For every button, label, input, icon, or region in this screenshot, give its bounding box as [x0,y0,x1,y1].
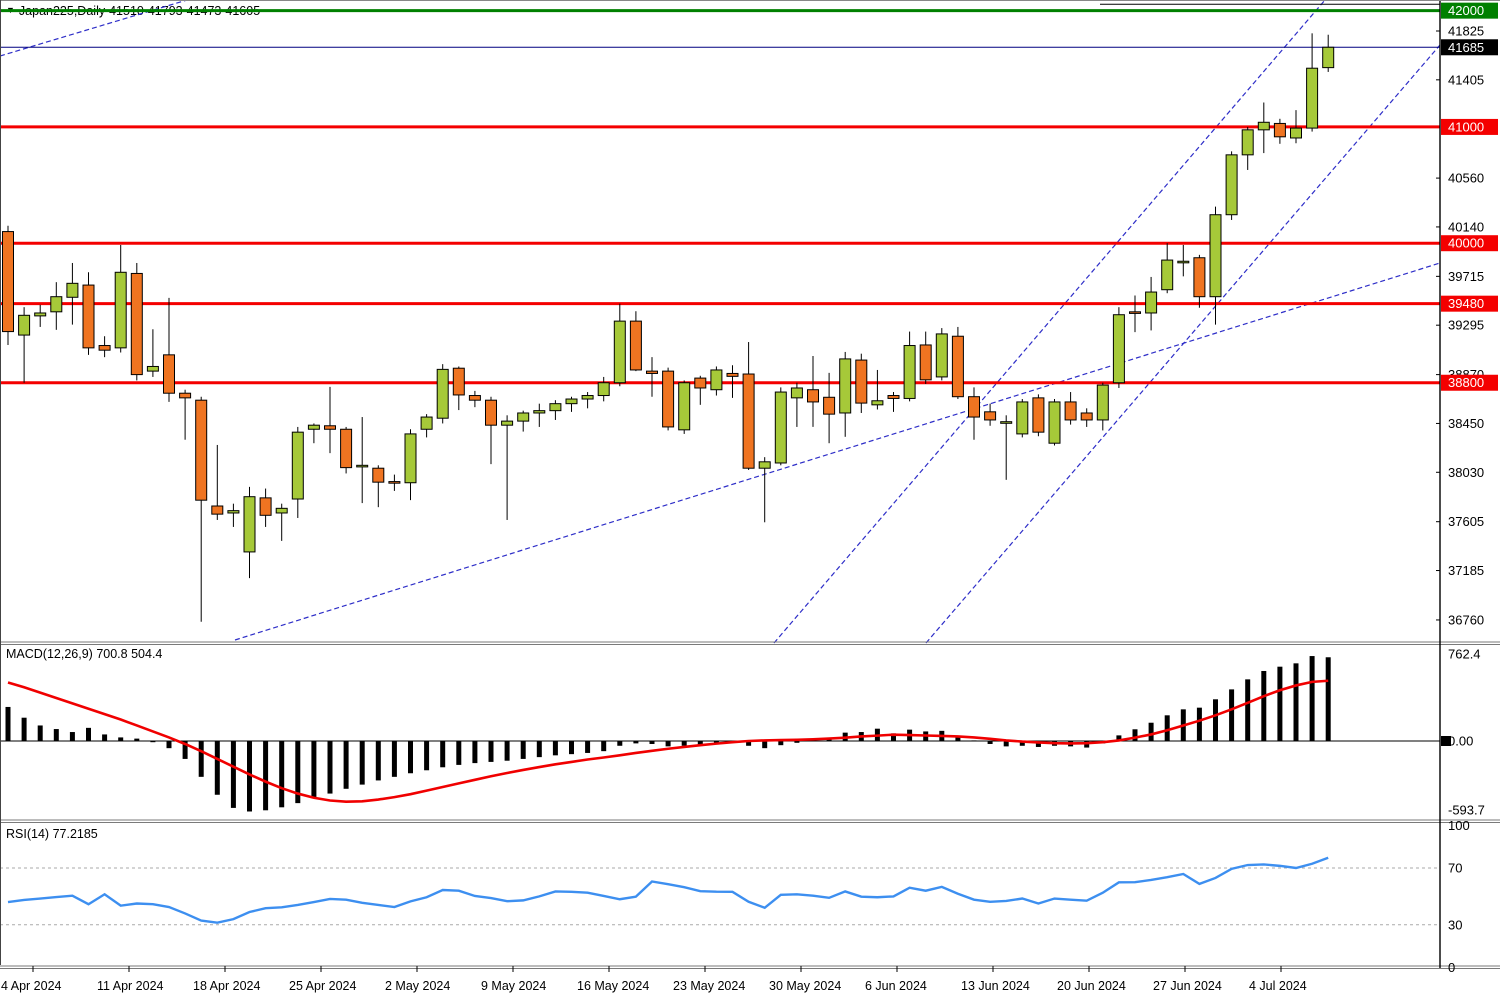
svg-text:41405: 41405 [1448,72,1484,87]
horizontal-levels[interactable] [0,3,1440,385]
date-tick-label: 30 May 2024 [769,979,841,993]
date-tick-label: 23 May 2024 [673,979,745,993]
rsi-indicator-label: RSI(14) 77.2185 [6,827,98,841]
date-tick-label: 16 May 2024 [577,979,649,993]
date-tick-label: 18 Apr 2024 [193,979,260,993]
macd-signal-value: 504.4 [131,647,163,661]
date-tick-label: 2 May 2024 [385,979,450,993]
svg-text:37605: 37605 [1448,514,1484,529]
trendlines[interactable] [0,0,1441,644]
date-tick-label: 4 Apr 2024 [1,979,62,993]
svg-text:39480: 39480 [1448,296,1484,311]
rsi-panel[interactable] [0,856,1440,926]
rsi-name: RSI(14) [6,827,50,841]
svg-text:40000: 40000 [1448,236,1484,251]
date-tick-label: 11 Apr 2024 [97,979,164,993]
svg-text:39295: 39295 [1448,318,1484,333]
svg-text:70: 70 [1448,861,1462,876]
svg-text:42000: 42000 [1448,3,1484,18]
candles[interactable] [2,33,1335,622]
date-tick-label: 20 Jun 2024 [1057,979,1126,993]
macd-name: MACD(12,26,9) [6,647,93,661]
svg-text:0: 0 [1448,960,1455,975]
svg-text:38450: 38450 [1448,416,1484,431]
date-axis[interactable]: 4 Apr 2024 11 Apr 2024 18 Apr 2024 25 Apr 2… [1,966,1307,993]
svg-text:39715: 39715 [1448,269,1484,284]
date-tick-label: 13 Jun 2024 [961,979,1030,993]
svg-text:100: 100 [1448,818,1470,833]
svg-text:40560: 40560 [1448,171,1484,186]
date-tick-label: 4 Jul 2024 [1249,979,1307,993]
svg-text:38030: 38030 [1448,465,1484,480]
svg-text:-593.7: -593.7 [1448,802,1485,817]
panel-separators[interactable] [0,641,1500,969]
date-tick-label: 27 Jun 2024 [1153,979,1222,993]
macd-main-value: 700.8 [96,647,128,661]
svg-text:38800: 38800 [1448,375,1484,390]
macd-indicator-label: MACD(12,26,9) 700.8 504.4 [6,647,162,661]
date-tick-label: 6 Jun 2024 [865,979,927,993]
svg-text:0.00: 0.00 [1448,734,1473,749]
date-tick-label: 25 Apr 2024 [289,979,356,993]
rsi-value: 77.2185 [52,827,98,841]
price-axis[interactable]: 4182541405405604014039715392953887038450… [0,0,1500,975]
date-tick-label: 9 May 2024 [481,979,546,993]
svg-text:41000: 41000 [1448,119,1484,134]
svg-text:41825: 41825 [1448,24,1484,39]
svg-text:37185: 37185 [1448,563,1484,578]
svg-text:36760: 36760 [1448,612,1484,627]
svg-text:40140: 40140 [1448,219,1484,234]
svg-text:41685: 41685 [1448,40,1484,55]
macd-panel[interactable] [0,656,1440,812]
svg-text:762.4: 762.4 [1448,646,1481,661]
svg-text:30: 30 [1448,917,1462,932]
